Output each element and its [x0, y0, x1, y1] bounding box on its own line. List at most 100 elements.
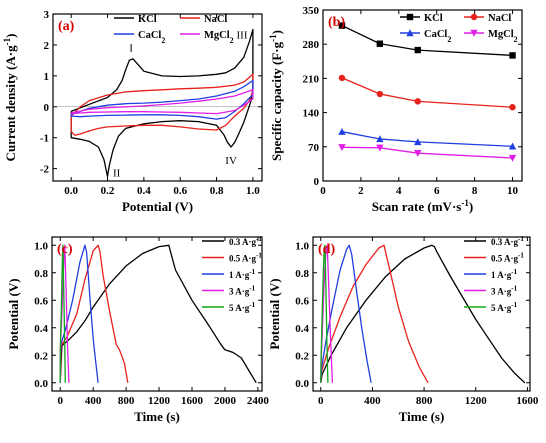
peak-annotation: I: [129, 43, 133, 55]
series-line-0-5-a-g-1: [59, 244, 129, 383]
data-point-mgcl2: [338, 144, 346, 151]
y-tick-label: 210: [303, 73, 320, 85]
legend-label: 5 A·g-1: [491, 301, 518, 313]
x-tick-label: 800: [118, 395, 135, 407]
y-tick-label: 0.4: [34, 323, 48, 335]
legend-marker: [406, 13, 414, 21]
data-point-nacl: [338, 74, 346, 82]
series-line-0-5-a-g-1: [320, 244, 429, 384]
series-line-cacl2: [70, 79, 254, 120]
y-tick-label: 140: [303, 108, 320, 120]
series-line-5-a-g-1: [59, 244, 66, 383]
y-tick-label: 0.8: [295, 268, 309, 280]
legend-label: MgCl2: [204, 30, 234, 45]
x-tick-label: 0.6: [173, 185, 187, 197]
y-tick-label: -2: [40, 164, 50, 176]
series-line-0-3-a-g-1: [320, 244, 526, 384]
data-point-nacl: [376, 90, 384, 98]
series-line-5-a-g-1: [320, 244, 329, 383]
y-tick-label: 1.0: [34, 240, 48, 252]
panel-a: 0.0 0.2 0.4 0.6 0.8 1.0 -2 -1 0 1 2 3 (a) Potential (…: [2, 9, 263, 214]
y-axis-title: Current density (A·g-1): [2, 34, 18, 162]
legend-marker: [406, 29, 414, 37]
legend-marker: [470, 13, 478, 21]
data-point-cacl2: [338, 127, 346, 135]
plot-frame: [52, 13, 263, 182]
y-tick-label: 280: [303, 39, 320, 51]
legend-label: 1 A·g-1: [229, 268, 256, 280]
panel-label: (d): [318, 242, 335, 257]
x-tick-label: 0.2: [101, 185, 115, 197]
legend-label: 5 A·g-1: [229, 301, 256, 313]
legend: KCl NaCl CaCl2 MgCl2: [400, 13, 518, 44]
y-tick-label: 70: [308, 142, 320, 154]
x-tick-label: 0.4: [137, 185, 151, 197]
data-point-kcl: [338, 22, 346, 29]
legend-label: NaCl: [204, 14, 227, 25]
series-line-mgcl2: [70, 89, 254, 115]
y-tick-label: 0: [314, 176, 320, 188]
x-tick-label: 800: [416, 395, 433, 407]
y-tick-label: 0.8: [34, 268, 48, 280]
x-tick-label: 0: [318, 395, 324, 407]
series-line-0-3-a-g-1: [59, 244, 257, 384]
x-tick-label: 0.8: [210, 185, 224, 197]
legend-label: 3 A·g-1: [229, 285, 256, 297]
legend-label: KCl: [138, 14, 157, 25]
data-point-nacl: [509, 104, 516, 111]
x-tick-label: 400: [85, 395, 102, 407]
legend-label: 0.5 A·g-1: [229, 252, 262, 264]
y-tick-label: 1.0: [295, 240, 309, 252]
series-line-mgcl2: [341, 146, 513, 159]
x-tick-label: 1200: [148, 395, 171, 407]
y-tick-label: 0: [44, 102, 50, 114]
x-tick-label: 2000: [214, 395, 237, 407]
plot-frame: [322, 9, 523, 182]
series-line-kcl: [341, 25, 513, 57]
legend-label: 0.3 A·g-1: [229, 235, 262, 247]
y-tick-label: 0.6: [295, 295, 309, 307]
legend-label: 0.3 A·g-1: [491, 235, 524, 247]
x-tick-label: 2: [358, 185, 364, 197]
legend-label: 1 A·g-1: [491, 268, 518, 280]
legend-label: 3 A·g-1: [491, 285, 518, 297]
panel-c: 0 400 800 1200 1600 2000 2400 0.0 0.2 0.4 0.6 0.8 1.…: [6, 235, 269, 424]
y-tick-label: 1: [44, 71, 50, 83]
data-point-cacl2: [508, 142, 517, 150]
series-line-1-a-g-1: [59, 244, 99, 383]
x-tick-label: 6: [434, 185, 440, 197]
x-tick-label: 400: [364, 395, 381, 407]
series-line-nacl: [70, 73, 254, 136]
y-tick-label: 0.2: [295, 350, 309, 362]
panel-d: 0 400 800 1200 1600 0.0 0.2 0.4 0.6 0.8 1.0 (d) Time…: [267, 235, 539, 424]
data-point-kcl: [414, 46, 421, 54]
legend-label: CaCl2: [138, 30, 165, 45]
y-axis-title: Specific capacity (F·g-1): [268, 30, 284, 161]
series-line-cacl2: [341, 131, 513, 147]
panel-label: (b): [328, 15, 345, 30]
y-tick-label: 3: [44, 9, 50, 21]
legend-label: 0.5 A·g-1: [491, 252, 524, 264]
plot-frame: [51, 236, 263, 392]
legend: 0.3 A·g-1 0.5 A·g-1 1 A·g-1 3 A·g-1 5 A·g-1: [464, 235, 524, 313]
x-tick-label: 4: [396, 185, 402, 197]
y-tick-label: 0.6: [34, 295, 48, 307]
x-axis-title: Scan rate (mV·s-1): [372, 198, 473, 214]
y-axis-title: Potential (V): [6, 278, 21, 349]
y-tick-label: 0.2: [34, 350, 48, 362]
x-tick-label: 10: [507, 185, 519, 197]
y-axis-title: Potential (V): [267, 278, 282, 349]
x-tick-label: 2400: [247, 395, 270, 407]
data-point-kcl: [376, 40, 384, 47]
x-axis-title: Time (s): [399, 409, 445, 424]
panel-label: (a): [58, 19, 75, 34]
panel-label: (c): [57, 242, 73, 257]
peak-annotation: III: [237, 30, 248, 42]
x-tick-label: 0: [57, 395, 63, 407]
data-point-cacl2: [414, 138, 422, 146]
legend: 0.3 A·g-1 0.5 A·g-1 1 A·g-1 3 A·g-1 5 A·g-1: [202, 235, 262, 313]
peak-annotation: II: [113, 167, 121, 179]
x-axis-title: Potential (V): [122, 199, 193, 214]
data-point-nacl: [414, 98, 421, 105]
